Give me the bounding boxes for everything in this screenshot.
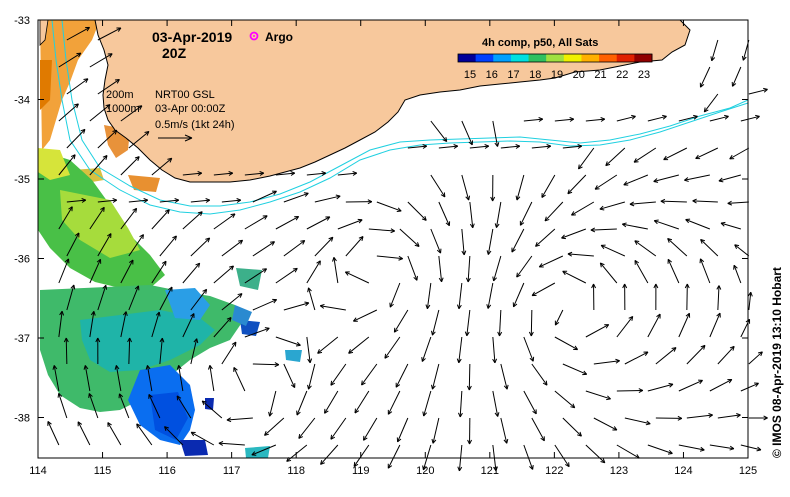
isobath-200-label: 200m bbox=[106, 89, 134, 101]
x-tick-label: 116 bbox=[158, 465, 176, 477]
credit-label: © IMOS 08-Apr-2019 13:10 Hobart bbox=[770, 267, 784, 458]
colorbar-tick: 20 bbox=[573, 69, 585, 81]
current-arrow bbox=[66, 338, 67, 364]
colorbar-tick: 18 bbox=[529, 69, 541, 81]
map-date-label: 03-Apr-2019 bbox=[152, 29, 232, 45]
colorbar-swatch bbox=[476, 54, 494, 62]
product-label: NRT00 GSL bbox=[155, 89, 215, 101]
current-arrow bbox=[469, 364, 470, 390]
argo-legend-label: Argo bbox=[265, 30, 293, 44]
x-tick-label: 120 bbox=[416, 465, 434, 477]
colorbar-tick: 16 bbox=[486, 69, 498, 81]
arrow-scale-label: 0.5m/s (1kt 24h) bbox=[155, 119, 234, 131]
x-tick-label: 124 bbox=[674, 465, 692, 477]
x-tick-label: 115 bbox=[94, 465, 112, 477]
colorbar-tick: 19 bbox=[551, 69, 563, 81]
current-arrow bbox=[531, 310, 532, 336]
y-tick-label: -33 bbox=[14, 15, 30, 27]
y-tick-label: -35 bbox=[14, 174, 30, 186]
y-tick-label: -38 bbox=[14, 413, 30, 425]
colorbar-tick: 23 bbox=[638, 69, 650, 81]
analysis-time-label: 03-Apr 00:00Z bbox=[155, 103, 226, 115]
y-tick-label: -37 bbox=[14, 333, 30, 345]
colorbar-tick: 22 bbox=[616, 69, 628, 81]
colorbar-swatch bbox=[529, 54, 547, 62]
y-tick-label: -34 bbox=[14, 95, 30, 107]
sst-colorbar bbox=[458, 54, 653, 62]
x-tick-label: 121 bbox=[481, 465, 499, 477]
x-tick-label: 118 bbox=[287, 465, 305, 477]
colorbar-swatch bbox=[493, 54, 511, 62]
x-tick-label: 117 bbox=[223, 465, 241, 477]
x-tick-label: 122 bbox=[545, 465, 563, 477]
colorbar-tick-labels: 15 16 17 18 19 20 21 22 23 bbox=[464, 69, 650, 81]
colorbar-tick: 21 bbox=[594, 69, 606, 81]
x-tick-label: 114 bbox=[29, 465, 47, 477]
x-tick-label: 119 bbox=[352, 465, 370, 477]
x-tick-label: 123 bbox=[610, 465, 628, 477]
y-tick-label: -36 bbox=[14, 254, 30, 266]
x-tick-label: 125 bbox=[739, 465, 757, 477]
colorbar-swatch bbox=[634, 54, 652, 62]
isobath-1000-label: 1000m bbox=[106, 103, 140, 115]
colorbar-swatch bbox=[458, 54, 476, 62]
current-arrow bbox=[749, 352, 763, 364]
current-arrow bbox=[617, 390, 643, 391]
colorbar-swatch bbox=[599, 54, 617, 62]
colorbar-title: 4h comp, p50, All Sats bbox=[482, 37, 598, 49]
colorbar-swatch bbox=[581, 54, 599, 62]
colorbar-swatch bbox=[511, 54, 529, 62]
colorbar-tick: 15 bbox=[464, 69, 476, 81]
colorbar-swatch bbox=[617, 54, 635, 62]
colorbar-swatch bbox=[564, 54, 582, 62]
colorbar-tick: 17 bbox=[507, 69, 519, 81]
map-time-label: 20Z bbox=[162, 45, 187, 61]
colorbar-swatch bbox=[546, 54, 564, 62]
